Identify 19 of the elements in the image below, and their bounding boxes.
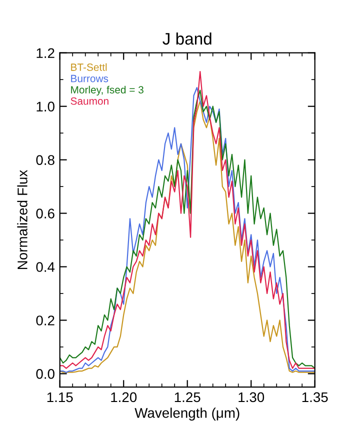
chart-title: J band [162,32,212,45]
y-tick-label: 1.0 [36,102,54,112]
y-tick-label: 0.4 [36,262,55,272]
y-tick-label: 0.8 [36,155,54,165]
y-tick-label: 0.2 [36,316,54,326]
text: Burrows [71,74,108,82]
x-tick-label: 1.35 [302,392,328,402]
y-axis-title: Normalized Flux [17,170,28,269]
y-tick-label: 1.2 [36,48,54,58]
y-tick-label: 0.0 [36,369,54,379]
x-tick-label: 1.25 [174,392,200,402]
x-tick-label: 1.30 [238,392,264,402]
y-tick-label: 0.6 [36,208,54,218]
x-tick-label: 1.20 [111,392,137,402]
text: Morley, fsed = 3 [71,86,144,96]
text: BT-Settl [71,63,107,71]
text: Saumon [70,97,108,105]
x-tick-label: 1.15 [47,392,73,402]
x-axis-title: Wavelength (μm) [134,408,240,421]
